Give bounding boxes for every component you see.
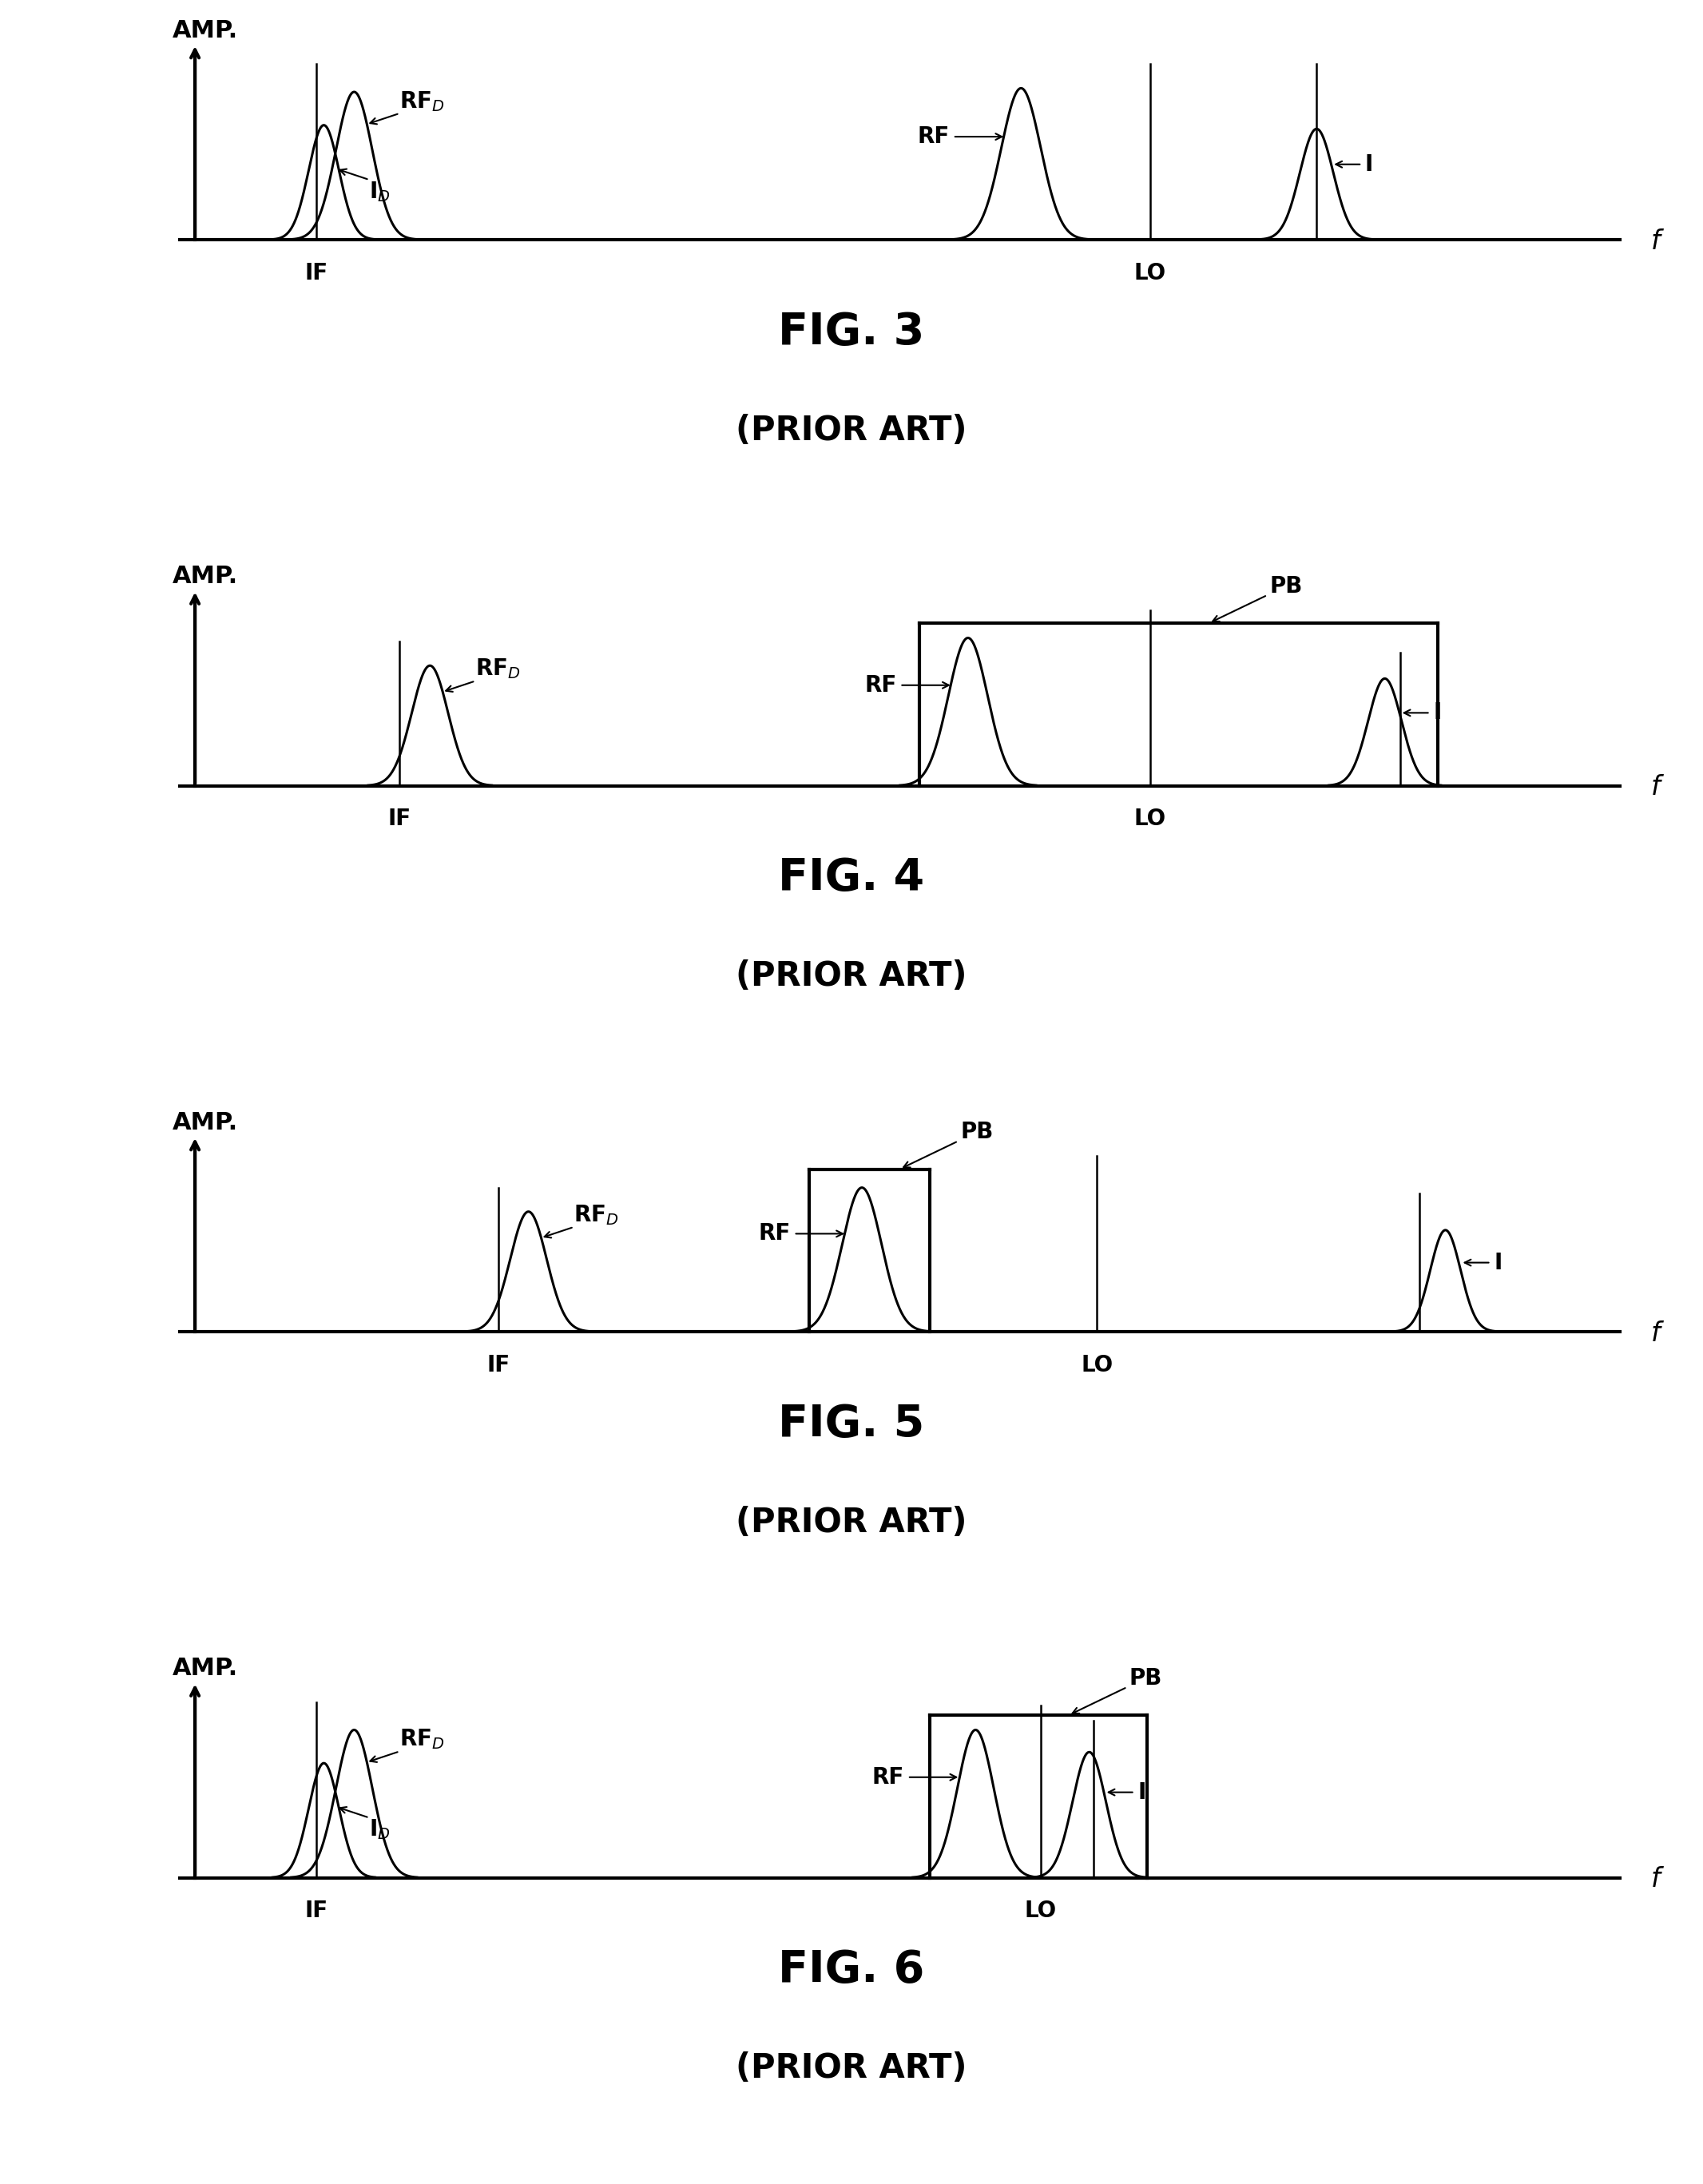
Text: PB: PB [1213, 574, 1303, 622]
Text: IF: IF [305, 262, 329, 284]
Text: (PRIOR ART): (PRIOR ART) [736, 2051, 967, 2086]
Text: RF$_D$: RF$_D$ [574, 1203, 620, 1227]
Text: FIG. 4: FIG. 4 [778, 856, 925, 900]
Text: IF: IF [388, 808, 410, 830]
Text: AMP.: AMP. [172, 20, 238, 41]
Text: RF: RF [872, 1767, 904, 1789]
Text: I: I [1138, 1782, 1146, 1804]
Text: I: I [1434, 701, 1441, 725]
Text: LO: LO [1134, 262, 1167, 284]
Text: LO: LO [1081, 1354, 1112, 1376]
Text: LO: LO [1025, 1900, 1058, 1922]
Text: I$_D$: I$_D$ [370, 179, 390, 203]
Text: IF: IF [305, 1900, 329, 1922]
Text: (PRIOR ART): (PRIOR ART) [736, 1505, 967, 1540]
Text: RF: RF [758, 1223, 790, 1245]
Text: I: I [1494, 1251, 1502, 1273]
Text: IF: IF [487, 1354, 509, 1376]
Text: (PRIOR ART): (PRIOR ART) [736, 413, 967, 448]
Text: AMP.: AMP. [172, 1658, 238, 1679]
Text: RF$_D$: RF$_D$ [475, 657, 521, 681]
Text: LO: LO [1134, 808, 1167, 830]
Text: I$_D$: I$_D$ [370, 1817, 390, 1841]
Text: AMP.: AMP. [172, 1112, 238, 1133]
Text: $f$: $f$ [1650, 775, 1664, 802]
Text: RF: RF [918, 124, 950, 149]
Text: RF$_D$: RF$_D$ [400, 1728, 444, 1752]
Text: PB: PB [904, 1120, 993, 1168]
Text: AMP.: AMP. [172, 566, 238, 587]
Text: $f$: $f$ [1650, 1867, 1664, 1894]
Text: FIG. 6: FIG. 6 [778, 1948, 925, 1992]
Text: FIG. 3: FIG. 3 [778, 310, 925, 354]
Text: $f$: $f$ [1650, 229, 1664, 256]
Text: (PRIOR ART): (PRIOR ART) [736, 959, 967, 994]
Text: RF: RF [865, 675, 897, 697]
Text: FIG. 5: FIG. 5 [778, 1402, 925, 1446]
Text: PB: PB [1073, 1666, 1163, 1714]
Text: I: I [1366, 153, 1373, 175]
Text: $f$: $f$ [1650, 1321, 1664, 1348]
Text: RF$_D$: RF$_D$ [400, 90, 444, 114]
